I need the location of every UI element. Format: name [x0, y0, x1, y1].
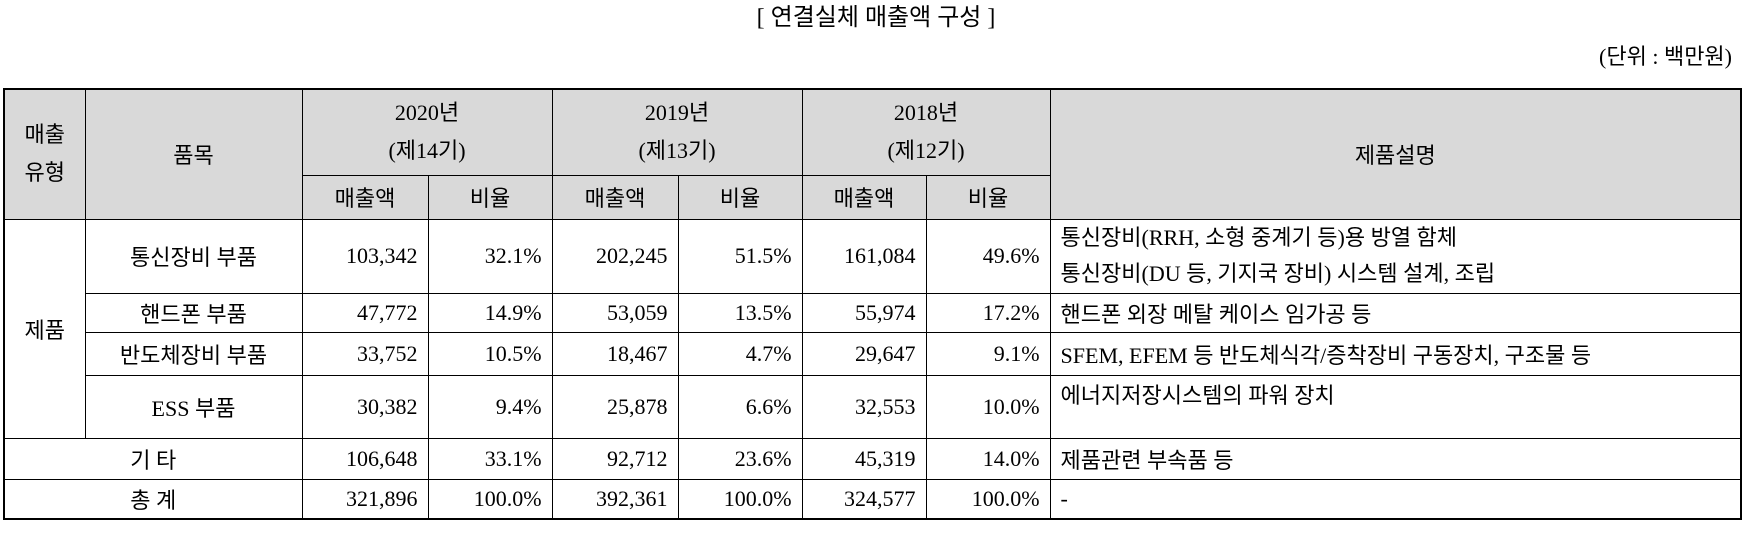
sales-value: 47,772: [301, 292, 429, 333]
ratio-value: 14.0%: [925, 437, 1051, 480]
ratio-value: 17.2%: [925, 292, 1051, 333]
sales-value: 18,467: [551, 331, 679, 376]
item-description: SFEM, EFEM 등 반도체식각/증착장비 구동장치, 구조물 등: [1049, 331, 1742, 376]
table-row: 제품 통신장비 부품 103,342 32.1% 202,245 51.5% 1…: [3, 218, 1742, 439]
unit-label: (단위 : 백만원): [1599, 44, 1732, 69]
sales-value: 103,342: [301, 218, 429, 294]
other-label: 기 타: [3, 437, 303, 480]
header-year-2019: 2019년 (제13기): [551, 88, 803, 176]
group-label: 제품: [3, 218, 86, 439]
header-year-2020: 2020년 (제14기): [301, 88, 553, 176]
total-label: 총 계: [3, 478, 303, 520]
header-sales: 매출액: [301, 174, 429, 220]
ratio-value: 100.0%: [925, 478, 1051, 520]
header-year-2018: 2018년 (제12기): [801, 88, 1051, 176]
header-ratio: 비율: [427, 174, 553, 220]
item-description: 에너지저장시스템의 파워 장치: [1049, 374, 1742, 439]
table-title: [ 연결실체 매출액 구성 ]: [756, 5, 996, 31]
ratio-value: 10.5%: [427, 331, 553, 376]
sales-value: 55,974: [801, 292, 927, 333]
ratio-value: 32.1%: [427, 218, 553, 294]
table-row: 기 타 106,648 33.1% 92,712 23.6% 45,319 14…: [3, 437, 1742, 480]
item-description: -: [1049, 478, 1742, 520]
ratio-value: 14.9%: [427, 292, 553, 333]
ratio-value: 10.0%: [925, 374, 1051, 439]
sales-value: 321,896: [301, 478, 429, 520]
sales-value: 45,319: [801, 437, 927, 480]
ratio-value: 49.6%: [925, 218, 1051, 294]
revenue-composition-table: 매출 유형 품목 2020년 (제14기) 2019년 (제13기) 2018년…: [3, 88, 1743, 520]
header-sales-type: 매출 유형: [3, 88, 86, 220]
sales-value: 32,553: [801, 374, 927, 439]
item-description: 통신장비(RRH, 소형 중계기 등)용 방열 함체 통신장비(DU 등, 기지…: [1049, 218, 1742, 294]
header-description: 제품설명: [1049, 88, 1742, 220]
header-sales: 매출액: [551, 174, 679, 220]
ratio-value: 51.5%: [677, 218, 803, 294]
ratio-value: 23.6%: [677, 437, 803, 480]
item-description: 제품관련 부속품 등: [1049, 437, 1742, 480]
sales-value: 33,752: [301, 331, 429, 376]
header-ratio: 비율: [925, 174, 1051, 220]
ratio-value: 100.0%: [427, 478, 553, 520]
ratio-value: 33.1%: [427, 437, 553, 480]
sales-value: 161,084: [801, 218, 927, 294]
header-sales: 매출액: [801, 174, 927, 220]
sales-value: 25,878: [551, 374, 679, 439]
sales-value: 29,647: [801, 331, 927, 376]
ratio-value: 13.5%: [677, 292, 803, 333]
table-row: 핸드폰 부품 47,772 14.9% 53,059 13.5% 55,974 …: [4, 292, 1742, 333]
sales-value: 106,648: [301, 437, 429, 480]
table-row: ESS 부품 30,382 9.4% 25,878 6.6% 32,553 10…: [4, 374, 1742, 439]
ratio-value: 9.1%: [925, 331, 1051, 376]
sales-value: 392,361: [551, 478, 679, 520]
sales-value: 324,577: [801, 478, 927, 520]
item-name: 반도체장비 부품: [84, 331, 303, 376]
ratio-value: 4.7%: [677, 331, 803, 376]
item-description: 핸드폰 외장 메탈 케이스 임가공 등: [1049, 292, 1742, 333]
sales-value: 30,382: [301, 374, 429, 439]
table-row: 반도체장비 부품 33,752 10.5% 18,467 4.7% 29,647…: [4, 331, 1742, 376]
item-name: 통신장비 부품: [84, 218, 303, 294]
ratio-value: 9.4%: [427, 374, 553, 439]
sales-value: 202,245: [551, 218, 679, 294]
header-item: 품목: [84, 88, 303, 220]
header-ratio: 비율: [677, 174, 803, 220]
table-row: 총 계 321,896 100.0% 392,361 100.0% 324,57…: [3, 478, 1742, 520]
sales-value: 92,712: [551, 437, 679, 480]
sales-value: 53,059: [551, 292, 679, 333]
ratio-value: 6.6%: [677, 374, 803, 439]
ratio-value: 100.0%: [677, 478, 803, 520]
item-name: ESS 부품: [84, 374, 303, 439]
item-name: 핸드폰 부품: [84, 292, 303, 333]
